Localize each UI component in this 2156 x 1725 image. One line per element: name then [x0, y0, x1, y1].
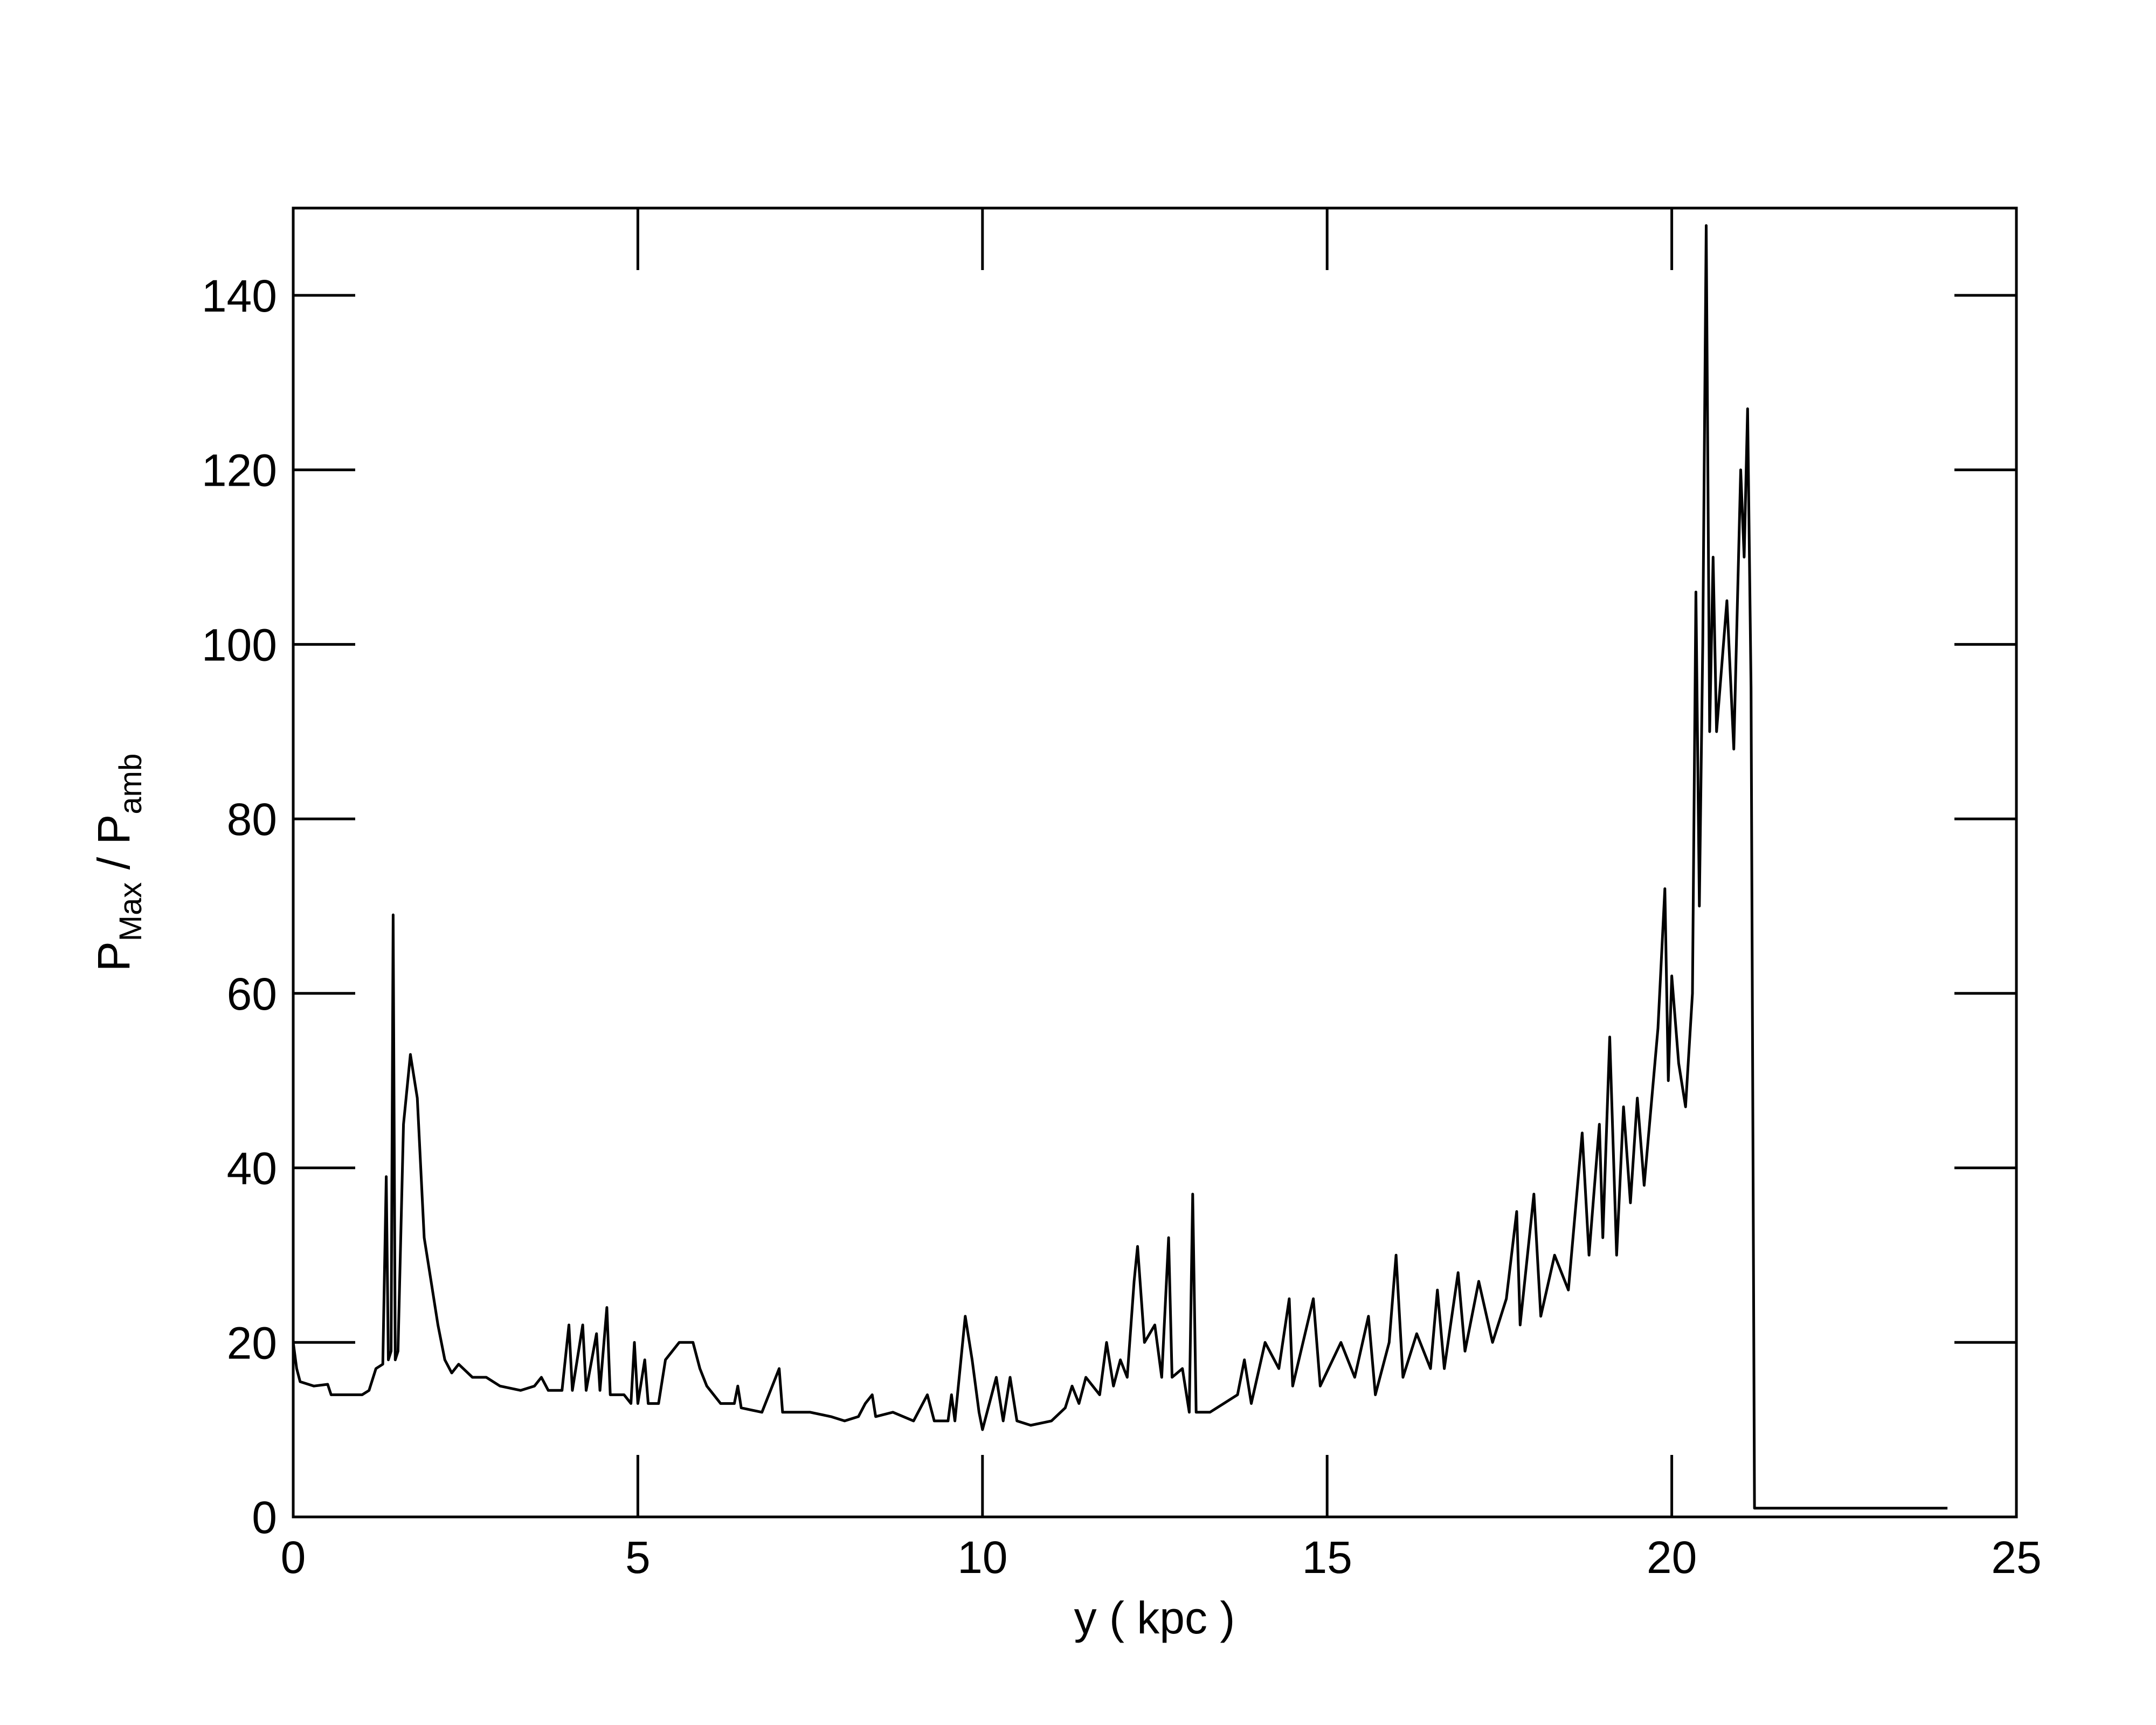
data-line [292, 224, 1948, 1510]
y-tick-label: 0 [252, 1492, 277, 1543]
x-tick-label: 0 [281, 1532, 306, 1583]
x-tick-label: 25 [1991, 1532, 2041, 1583]
y-label-part: P [88, 941, 139, 971]
y-tick-label: 140 [202, 271, 277, 321]
y-tick-label: 80 [227, 794, 277, 845]
y-label-part: / P [88, 815, 139, 882]
y-axis-label: PMax / Pamb [88, 754, 148, 971]
y-tick-label: 100 [202, 619, 277, 670]
y-label-sub: amb [113, 754, 148, 815]
x-tick-label: 15 [1302, 1532, 1352, 1583]
y-tick-label: 20 [227, 1317, 277, 1368]
y-tick-label: 60 [227, 969, 277, 1019]
y-label-sub: Max [113, 882, 148, 942]
y-tick-label: 40 [227, 1143, 277, 1194]
x-tick-label: 5 [625, 1532, 651, 1583]
x-tick-label: 20 [1647, 1532, 1697, 1583]
y-tick-label: 120 [202, 445, 277, 496]
x-tick-label: 10 [957, 1532, 1007, 1583]
x-axis-label: y ( kpc ) [1074, 1592, 1235, 1643]
plot-frame [292, 206, 2018, 1519]
